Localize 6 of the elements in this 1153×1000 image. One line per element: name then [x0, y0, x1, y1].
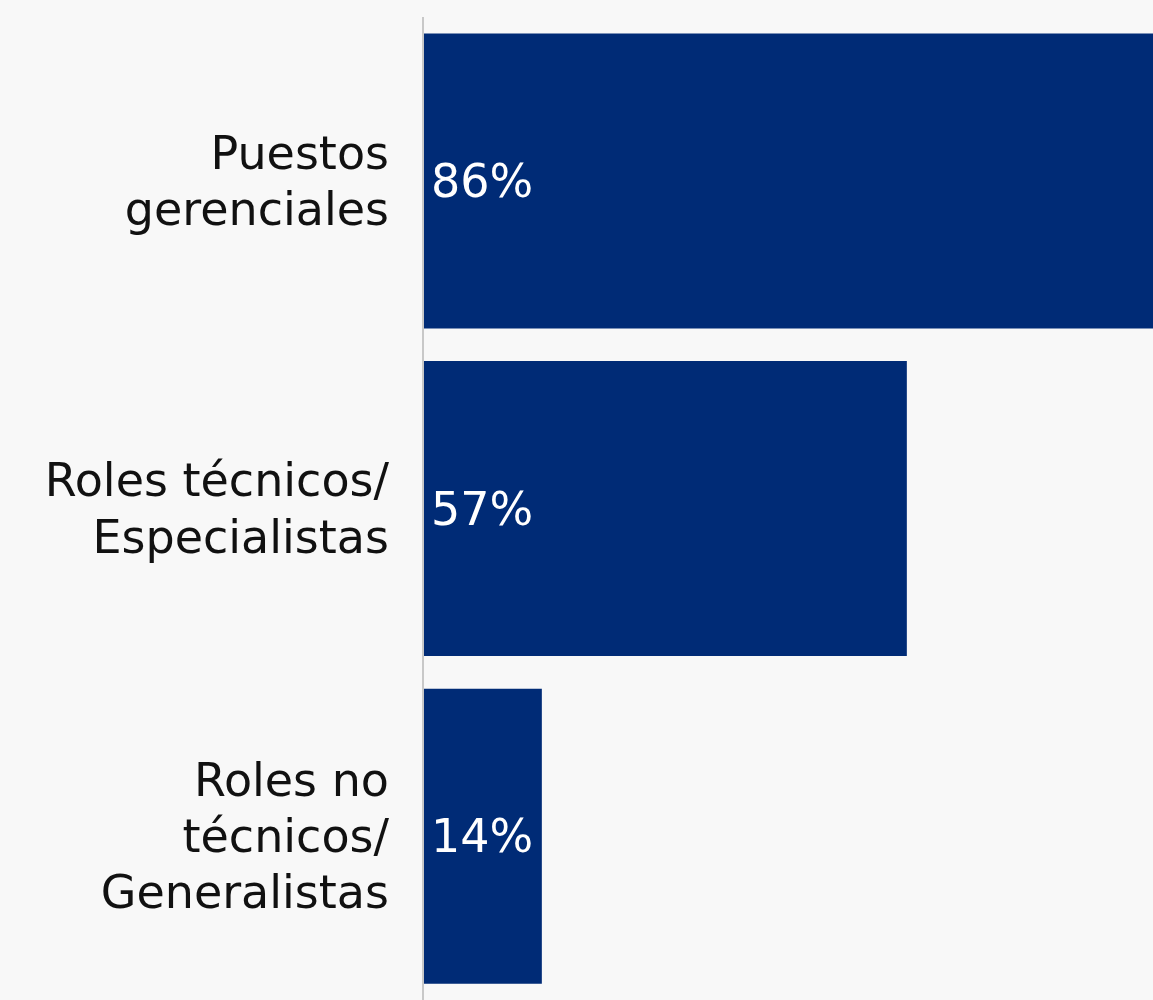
data-label: 14%: [431, 809, 534, 864]
data-label: 86%: [431, 153, 534, 208]
y-tick-label: Puestos gerenciales: [124, 125, 389, 236]
y-tick-label: Roles no técnicos/Generalistas: [100, 753, 390, 920]
y-tick-label: Roles técnicos/Especialistas: [44, 453, 390, 564]
data-label: 57%: [431, 481, 534, 536]
